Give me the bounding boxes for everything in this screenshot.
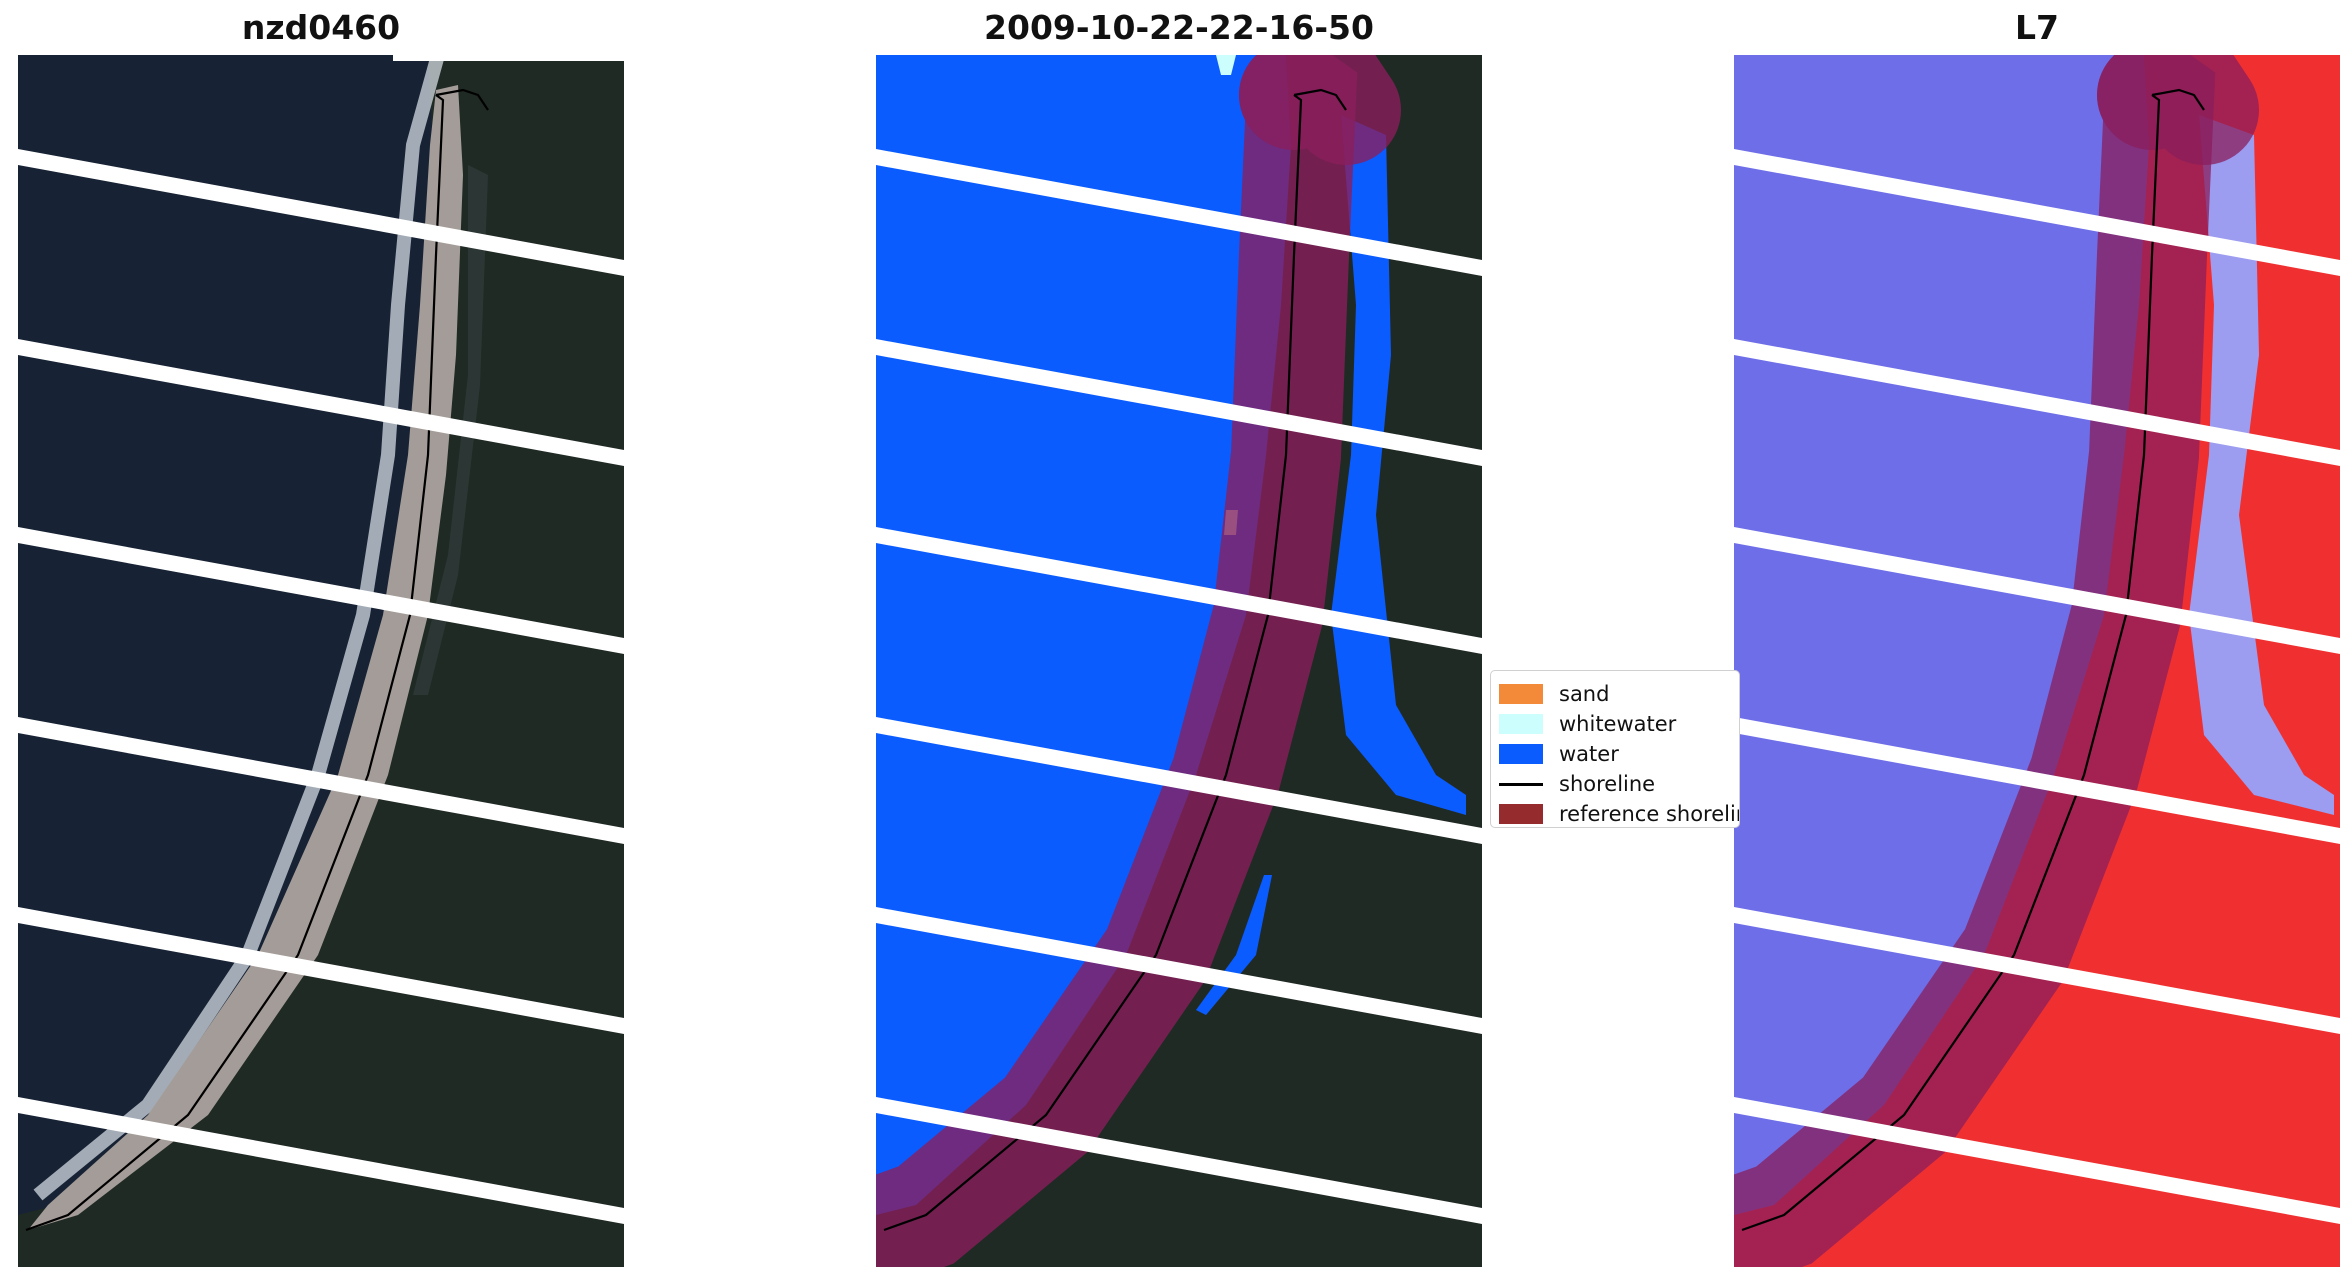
legend-item-reference-shoreline: reference shoreline [1499, 799, 1739, 827]
legend-item-sand: sand [1499, 679, 1609, 709]
water-swatch-icon [1499, 744, 1543, 764]
legend-label-reference-shoreline: reference shoreline [1559, 802, 1739, 826]
legend-label-whitewater: whitewater [1559, 712, 1677, 736]
rgb-image-panel [18, 55, 624, 1267]
legend-item-water: water [1499, 739, 1619, 769]
legend-label-shoreline: shoreline [1559, 772, 1656, 796]
legend-label-sand: sand [1559, 682, 1610, 706]
index-panel [1734, 55, 2340, 1267]
legend-item-shoreline: shoreline [1499, 769, 1655, 799]
reference-shoreline-swatch-icon [1499, 804, 1543, 824]
panel-title-rgb: nzd0460 [241, 8, 401, 47]
sand-swatch-icon [1499, 684, 1543, 704]
panel-title-classified: 2009-10-22-22-16-50 [984, 8, 1374, 47]
legend-label-water: water [1559, 742, 1619, 766]
panel-title-index: L7 [2015, 8, 2059, 47]
legend-item-whitewater: whitewater [1499, 709, 1676, 739]
legend: sand whitewater water shoreline referenc… [1490, 670, 1740, 828]
classification-panel [876, 55, 1482, 1267]
shoreline-line-icon [1499, 782, 1543, 786]
whitewater-swatch-icon [1499, 714, 1543, 734]
